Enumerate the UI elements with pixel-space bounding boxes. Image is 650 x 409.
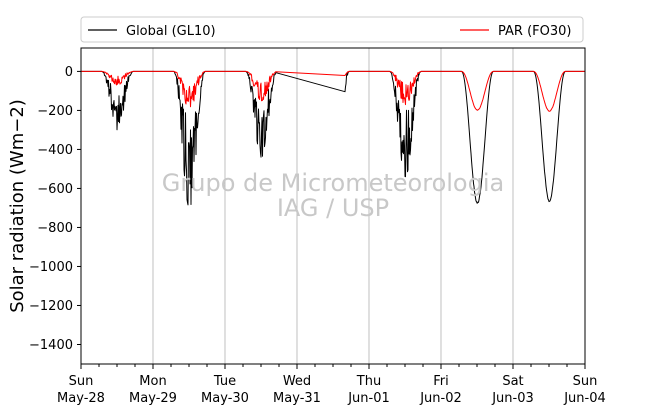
x-tick-label-day: Thu <box>356 374 381 389</box>
legend-label-par: PAR (FO30) <box>498 24 571 39</box>
x-tick-label-day: Sun <box>69 374 94 389</box>
x-tick-label-date: May-29 <box>129 391 177 406</box>
y-axis: 0 −200 −400 −600 −800 −1000 −1200 −1400 <box>29 65 81 353</box>
watermark: Grupo de Micrometeorologia IAG / USP <box>162 169 504 222</box>
x-tick-label-day: Sat <box>502 374 523 389</box>
x-tick-label-date: Jun-03 <box>491 391 534 406</box>
x-tick-label-date: May-31 <box>273 391 321 406</box>
y-tick-label: 0 <box>65 65 73 80</box>
y-axis-label: Solar radiation (Wm−2) <box>7 99 28 313</box>
x-axis: Sun May-28 Mon May-29 Tue May-30 Wed May-31 Thu J… <box>57 364 606 406</box>
x-tick-label-day: Sun <box>573 374 598 389</box>
y-tick-label: −1000 <box>29 260 73 275</box>
x-tick-label-day: Fri <box>433 374 449 389</box>
x-tick-label-date: Jun-04 <box>563 391 606 406</box>
x-tick-label-date: May-28 <box>57 391 105 406</box>
x-tick-label-day: Wed <box>283 374 311 389</box>
watermark-line-2: IAG / USP <box>277 194 389 222</box>
y-tick-label: −800 <box>37 221 73 236</box>
x-tick-label-date: May-30 <box>201 391 249 406</box>
legend-label-global: Global (GL10) <box>126 24 216 39</box>
grid-lines <box>152 48 514 364</box>
series-layer <box>81 70 585 206</box>
x-tick-label-day: Tue <box>213 374 236 389</box>
x-tick-label-date: Jun-02 <box>419 391 462 406</box>
legend-box <box>80 16 584 43</box>
legend[interactable]: Global (GL10) PAR (FO30) <box>80 16 584 43</box>
series-line-par <box>81 70 585 112</box>
y-tick-label: −1200 <box>29 299 73 314</box>
y-tick-label: −1400 <box>29 338 73 353</box>
y-tick-label: −400 <box>37 143 73 158</box>
y-tick-label: −600 <box>37 182 73 197</box>
x-tick-label-date: Jun-01 <box>347 391 390 406</box>
y-tick-label: −200 <box>37 104 73 119</box>
x-tick-label-day: Mon <box>139 374 166 389</box>
watermark-line-1: Grupo de Micrometeorologia <box>162 169 504 197</box>
